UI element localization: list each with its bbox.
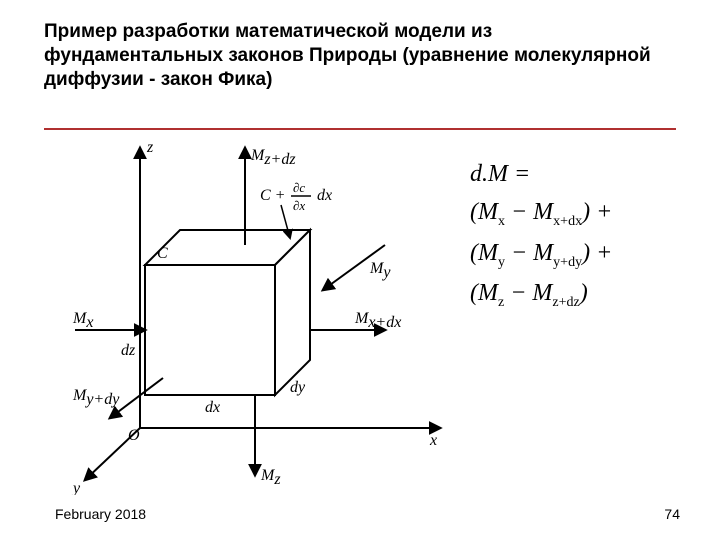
svg-text:∂c: ∂c xyxy=(293,180,305,195)
svg-text:∂x: ∂x xyxy=(293,198,305,213)
footer-date: February 2018 xyxy=(55,506,146,522)
eq-line2: (Mx − Mx+dx) + xyxy=(470,193,690,233)
dx-label: dx xyxy=(205,399,220,416)
svg-text:dx: dx xyxy=(317,187,332,204)
y-axis-label: y xyxy=(71,480,81,495)
x-axis-label: x xyxy=(429,432,437,449)
eq-line4: (Mz − Mz+dz) xyxy=(470,274,690,314)
y-axis xyxy=(85,428,140,480)
My-label: My xyxy=(369,260,391,281)
dz-label: dz xyxy=(121,342,136,359)
Mx-label: Mx xyxy=(72,310,93,331)
slide-title: Пример разработки математической модели … xyxy=(44,20,664,91)
mass-balance-equation: d.M = (Mx − Mx+dx) + (My − My+dy) + (Mz … xyxy=(470,155,690,314)
Mz-label: Mz xyxy=(260,467,281,488)
footer-page-number: 74 xyxy=(664,506,680,522)
Mxdx-label: Mx+dx xyxy=(354,310,401,331)
dy-label: dy xyxy=(290,379,306,396)
eq-line3: (My − My+dy) + xyxy=(470,234,690,274)
z-axis-label: z xyxy=(146,139,154,156)
Mydy-label: My+dy xyxy=(72,387,120,408)
svg-text:C +: C + xyxy=(260,187,285,204)
eq-line1: d.M = xyxy=(470,155,690,193)
Mzdz-label: Mz+dz xyxy=(250,147,296,168)
diffusion-cube-diagram: O z x y xyxy=(55,130,455,495)
C-label: C xyxy=(157,245,168,262)
cube-front-face xyxy=(145,265,275,395)
